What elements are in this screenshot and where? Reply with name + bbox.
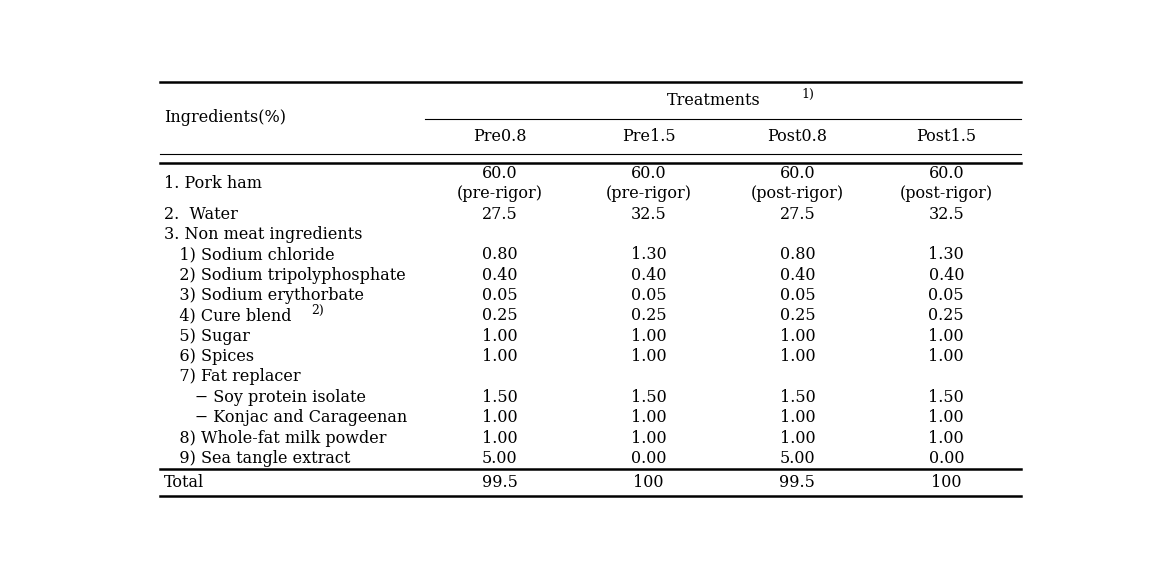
Text: 1.00: 1.00 <box>631 348 666 365</box>
Text: 32.5: 32.5 <box>929 206 964 223</box>
Text: 3) Sodium erythorbate: 3) Sodium erythorbate <box>164 287 364 304</box>
Text: 0.05: 0.05 <box>631 287 666 304</box>
Text: Ingredients(%): Ingredients(%) <box>164 109 286 126</box>
Text: 99.5: 99.5 <box>482 474 517 491</box>
Text: 0.40: 0.40 <box>929 267 964 284</box>
Text: Treatments: Treatments <box>667 92 761 109</box>
Text: 1. Pork ham: 1. Pork ham <box>164 175 262 192</box>
Text: 1.00: 1.00 <box>780 430 816 447</box>
Text: 100: 100 <box>931 474 962 491</box>
Text: 0.05: 0.05 <box>780 287 816 304</box>
Text: 0.80: 0.80 <box>482 247 517 263</box>
Text: 9) Sea tangle extract: 9) Sea tangle extract <box>164 450 350 467</box>
Text: Total: Total <box>164 474 204 491</box>
Text: Post1.5: Post1.5 <box>916 128 977 145</box>
Text: 7) Fat replacer: 7) Fat replacer <box>164 368 301 386</box>
Text: 1.00: 1.00 <box>929 409 964 426</box>
Text: 0.05: 0.05 <box>929 287 964 304</box>
Text: Pre0.8: Pre0.8 <box>473 128 526 145</box>
Text: 4) Cure blend: 4) Cure blend <box>164 307 291 324</box>
Text: 5.00: 5.00 <box>780 450 816 467</box>
Text: 0.05: 0.05 <box>482 287 517 304</box>
Text: 5.00: 5.00 <box>482 450 517 467</box>
Text: 0.25: 0.25 <box>929 307 964 324</box>
Text: 1): 1) <box>802 88 814 101</box>
Text: 1.50: 1.50 <box>780 389 816 406</box>
Text: 1.00: 1.00 <box>780 348 816 365</box>
Text: 60.0
(pre-rigor): 60.0 (pre-rigor) <box>606 165 691 202</box>
Text: 60.0
(post-rigor): 60.0 (post-rigor) <box>751 165 844 202</box>
Text: 1.00: 1.00 <box>631 328 666 345</box>
Text: 2): 2) <box>311 304 324 317</box>
Text: 1.00: 1.00 <box>482 348 517 365</box>
Text: 1.00: 1.00 <box>780 328 816 345</box>
Text: 1.00: 1.00 <box>780 409 816 426</box>
Text: 3. Non meat ingredients: 3. Non meat ingredients <box>164 226 362 243</box>
Text: 99.5: 99.5 <box>780 474 816 491</box>
Text: 1.50: 1.50 <box>929 389 964 406</box>
Text: 0.25: 0.25 <box>482 307 517 324</box>
Text: 1.30: 1.30 <box>630 247 666 263</box>
Text: 6) Spices: 6) Spices <box>164 348 253 365</box>
Text: 8) Whole-fat milk powder: 8) Whole-fat milk powder <box>164 430 386 447</box>
Text: 27.5: 27.5 <box>482 206 517 223</box>
Text: 0.00: 0.00 <box>631 450 666 467</box>
Text: − Soy protein isolate: − Soy protein isolate <box>164 389 365 406</box>
Text: 1) Sodium chloride: 1) Sodium chloride <box>164 247 334 263</box>
Text: 0.25: 0.25 <box>780 307 816 324</box>
Text: 0.40: 0.40 <box>482 267 517 284</box>
Text: 60.0
(post-rigor): 60.0 (post-rigor) <box>900 165 993 202</box>
Text: − Konjac and Carageenan: − Konjac and Carageenan <box>164 409 407 426</box>
Text: 100: 100 <box>634 474 664 491</box>
Text: 1.00: 1.00 <box>929 328 964 345</box>
Text: 0.40: 0.40 <box>631 267 666 284</box>
Text: 0.40: 0.40 <box>780 267 816 284</box>
Text: 1.00: 1.00 <box>631 430 666 447</box>
Text: 1.30: 1.30 <box>929 247 964 263</box>
Text: 1.50: 1.50 <box>482 389 517 406</box>
Text: 1.00: 1.00 <box>482 430 517 447</box>
Text: 0.00: 0.00 <box>929 450 964 467</box>
Text: 1.00: 1.00 <box>929 430 964 447</box>
Text: 27.5: 27.5 <box>780 206 816 223</box>
Text: 5) Sugar: 5) Sugar <box>164 328 250 345</box>
Text: 0.25: 0.25 <box>631 307 666 324</box>
Text: 1.00: 1.00 <box>631 409 666 426</box>
Text: 2.  Water: 2. Water <box>164 206 237 223</box>
Text: 2) Sodium tripolyphosphate: 2) Sodium tripolyphosphate <box>164 267 406 284</box>
Text: 60.0
(pre-rigor): 60.0 (pre-rigor) <box>456 165 543 202</box>
Text: 1.50: 1.50 <box>630 389 666 406</box>
Text: Pre1.5: Pre1.5 <box>622 128 675 145</box>
Text: Post0.8: Post0.8 <box>767 128 827 145</box>
Text: 1.00: 1.00 <box>482 409 517 426</box>
Text: 0.80: 0.80 <box>780 247 816 263</box>
Text: 1.00: 1.00 <box>929 348 964 365</box>
Text: 1.00: 1.00 <box>482 328 517 345</box>
Text: 32.5: 32.5 <box>630 206 666 223</box>
